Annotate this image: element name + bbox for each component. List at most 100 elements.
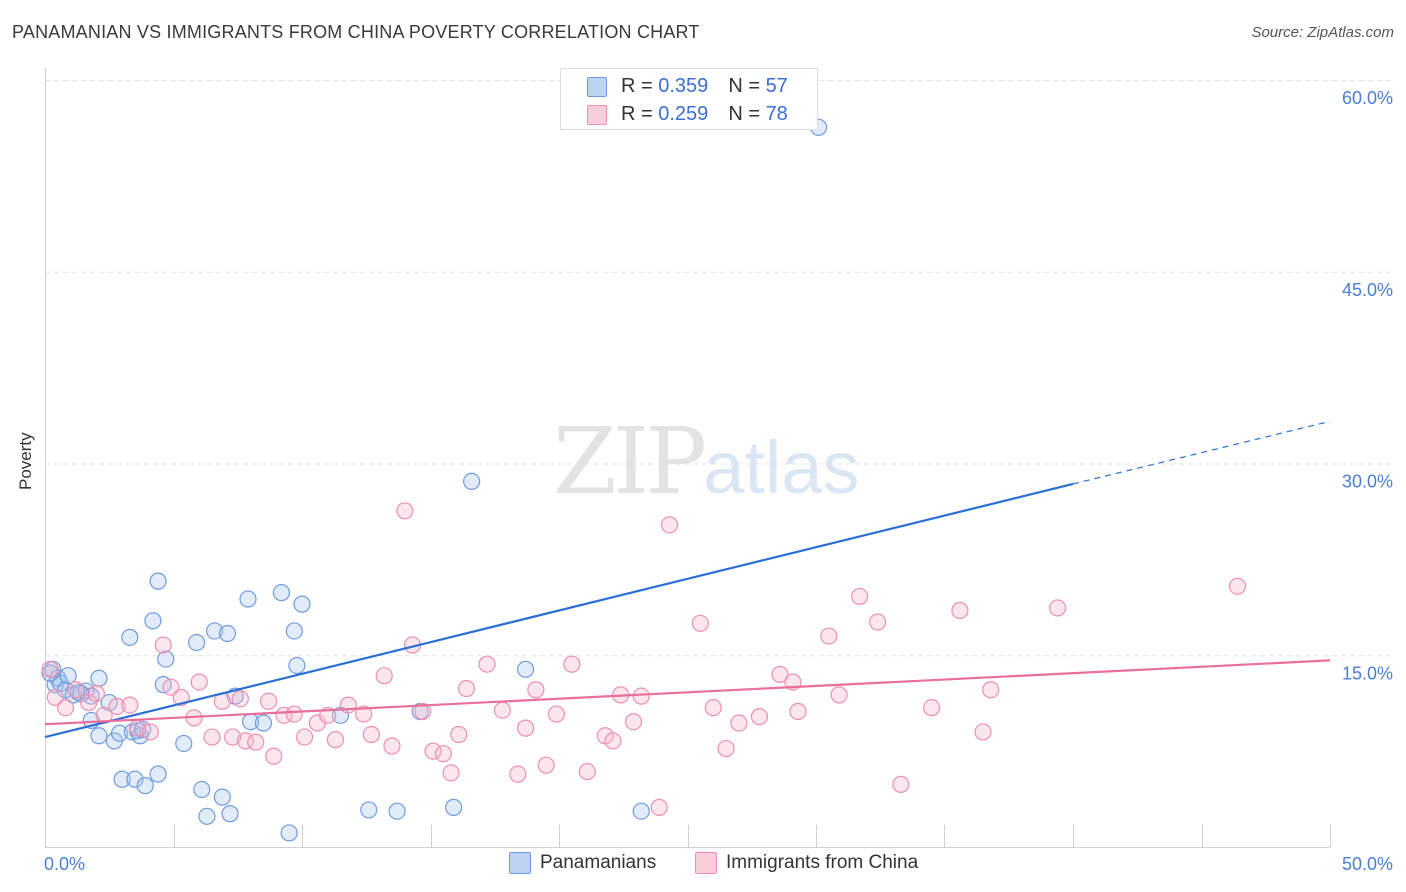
point-panamanians: [463, 472, 481, 490]
point-china: [1048, 599, 1067, 617]
x-tick-label: 50.0%: [1342, 854, 1393, 874]
point-panamanians: [157, 650, 175, 668]
y-tick-label: 60.0%: [1342, 88, 1393, 108]
point-panamanians: [254, 714, 273, 732]
point-china: [632, 687, 650, 705]
point-panamanians: [445, 798, 463, 816]
x-tick-label: 0.0%: [44, 854, 85, 874]
point-panamanians: [175, 734, 193, 753]
point-panamanians: [388, 802, 406, 820]
point-panamanians: [213, 788, 231, 806]
legend-n-value: 57: [765, 75, 788, 97]
point-china: [660, 516, 679, 534]
bottom-legend-label: Panamanians: [540, 852, 657, 873]
point-panamanians: [149, 765, 167, 783]
point-china: [717, 739, 735, 758]
y-tick-label: 45.0%: [1342, 280, 1393, 300]
bottom-legend-label: Immigrants from China: [726, 852, 919, 873]
point-panamanians: [206, 622, 224, 640]
legend-swatch-panamanians: [587, 77, 607, 97]
point-china: [383, 737, 401, 755]
y-tick-label: 15.0%: [1342, 663, 1393, 683]
point-panamanians: [41, 664, 59, 682]
point-china: [509, 765, 527, 783]
point-china: [46, 688, 64, 707]
watermark: ZIPatlas: [553, 408, 859, 515]
point-panamanians: [239, 590, 257, 608]
chart-title: PANAMANIAN VS IMMIGRANTS FROM CHINA POVE…: [12, 22, 700, 42]
point-china: [285, 705, 303, 723]
legend-r-label: R =: [621, 103, 659, 125]
legend-swatch-china: [587, 105, 607, 125]
point-china: [190, 673, 208, 691]
point-china: [578, 762, 596, 781]
point-china: [547, 705, 566, 723]
point-china: [87, 684, 106, 703]
point-panamanians: [198, 807, 216, 825]
point-panamanians: [516, 660, 535, 678]
point-china: [67, 681, 85, 699]
point-china: [516, 719, 535, 737]
point-china: [259, 692, 278, 710]
point-panamanians: [144, 612, 162, 630]
point-panamanians: [193, 780, 211, 799]
point-china: [414, 702, 432, 721]
point-china: [121, 696, 139, 714]
point-china: [450, 725, 468, 744]
point-panamanians: [360, 801, 378, 819]
point-china: [141, 723, 159, 741]
point-china: [108, 697, 126, 715]
point-china: [820, 627, 838, 645]
point-china: [704, 699, 722, 717]
point-china: [434, 745, 452, 763]
point-panamanians: [90, 727, 108, 745]
point-china: [730, 714, 748, 732]
point-china: [624, 713, 643, 731]
point-china: [224, 728, 242, 746]
point-panamanians: [288, 656, 306, 675]
point-panamanians: [126, 770, 144, 788]
point-panamanians: [188, 633, 206, 652]
legend-n-label: N =: [728, 103, 766, 125]
point-china: [869, 613, 887, 631]
point-china: [493, 701, 512, 719]
point-china: [231, 690, 249, 708]
point-panamanians: [136, 777, 154, 795]
point-china: [247, 733, 265, 751]
point-china: [41, 660, 59, 678]
point-panamanians: [121, 628, 139, 646]
point-panamanians: [218, 624, 237, 643]
point-panamanians: [285, 622, 303, 640]
legend-r-label: R =: [621, 75, 659, 97]
point-china: [56, 699, 75, 717]
watermark-atlas: atlas: [703, 426, 860, 509]
point-china: [563, 655, 581, 673]
point-china: [457, 679, 476, 698]
point-china: [362, 725, 380, 744]
legend-r-value: 0.259: [658, 103, 709, 125]
point-panamanians: [149, 572, 167, 590]
bottom-legend-swatch-china: [695, 852, 717, 874]
legend-n-value: 78: [765, 103, 788, 125]
point-panamanians: [280, 824, 298, 842]
point-panamanians: [632, 802, 650, 820]
point-china: [771, 665, 789, 684]
correlation-legend: R = 0.359 N = 57 R = 0.259 N = 78: [560, 68, 818, 130]
point-china: [951, 601, 969, 620]
point-china: [442, 764, 460, 782]
point-china: [295, 728, 314, 746]
point-china: [982, 681, 1000, 699]
point-china: [892, 775, 910, 793]
point-china: [265, 747, 283, 765]
point-china: [375, 667, 393, 685]
point-china: [326, 731, 345, 749]
point-panamanians: [293, 595, 311, 613]
point-china: [789, 702, 807, 721]
point-panamanians: [110, 724, 129, 742]
point-china: [355, 705, 373, 723]
point-china: [1228, 577, 1247, 595]
point-panamanians: [59, 667, 77, 685]
trend-line-china: [44, 659, 1331, 726]
point-panamanians: [90, 669, 108, 687]
